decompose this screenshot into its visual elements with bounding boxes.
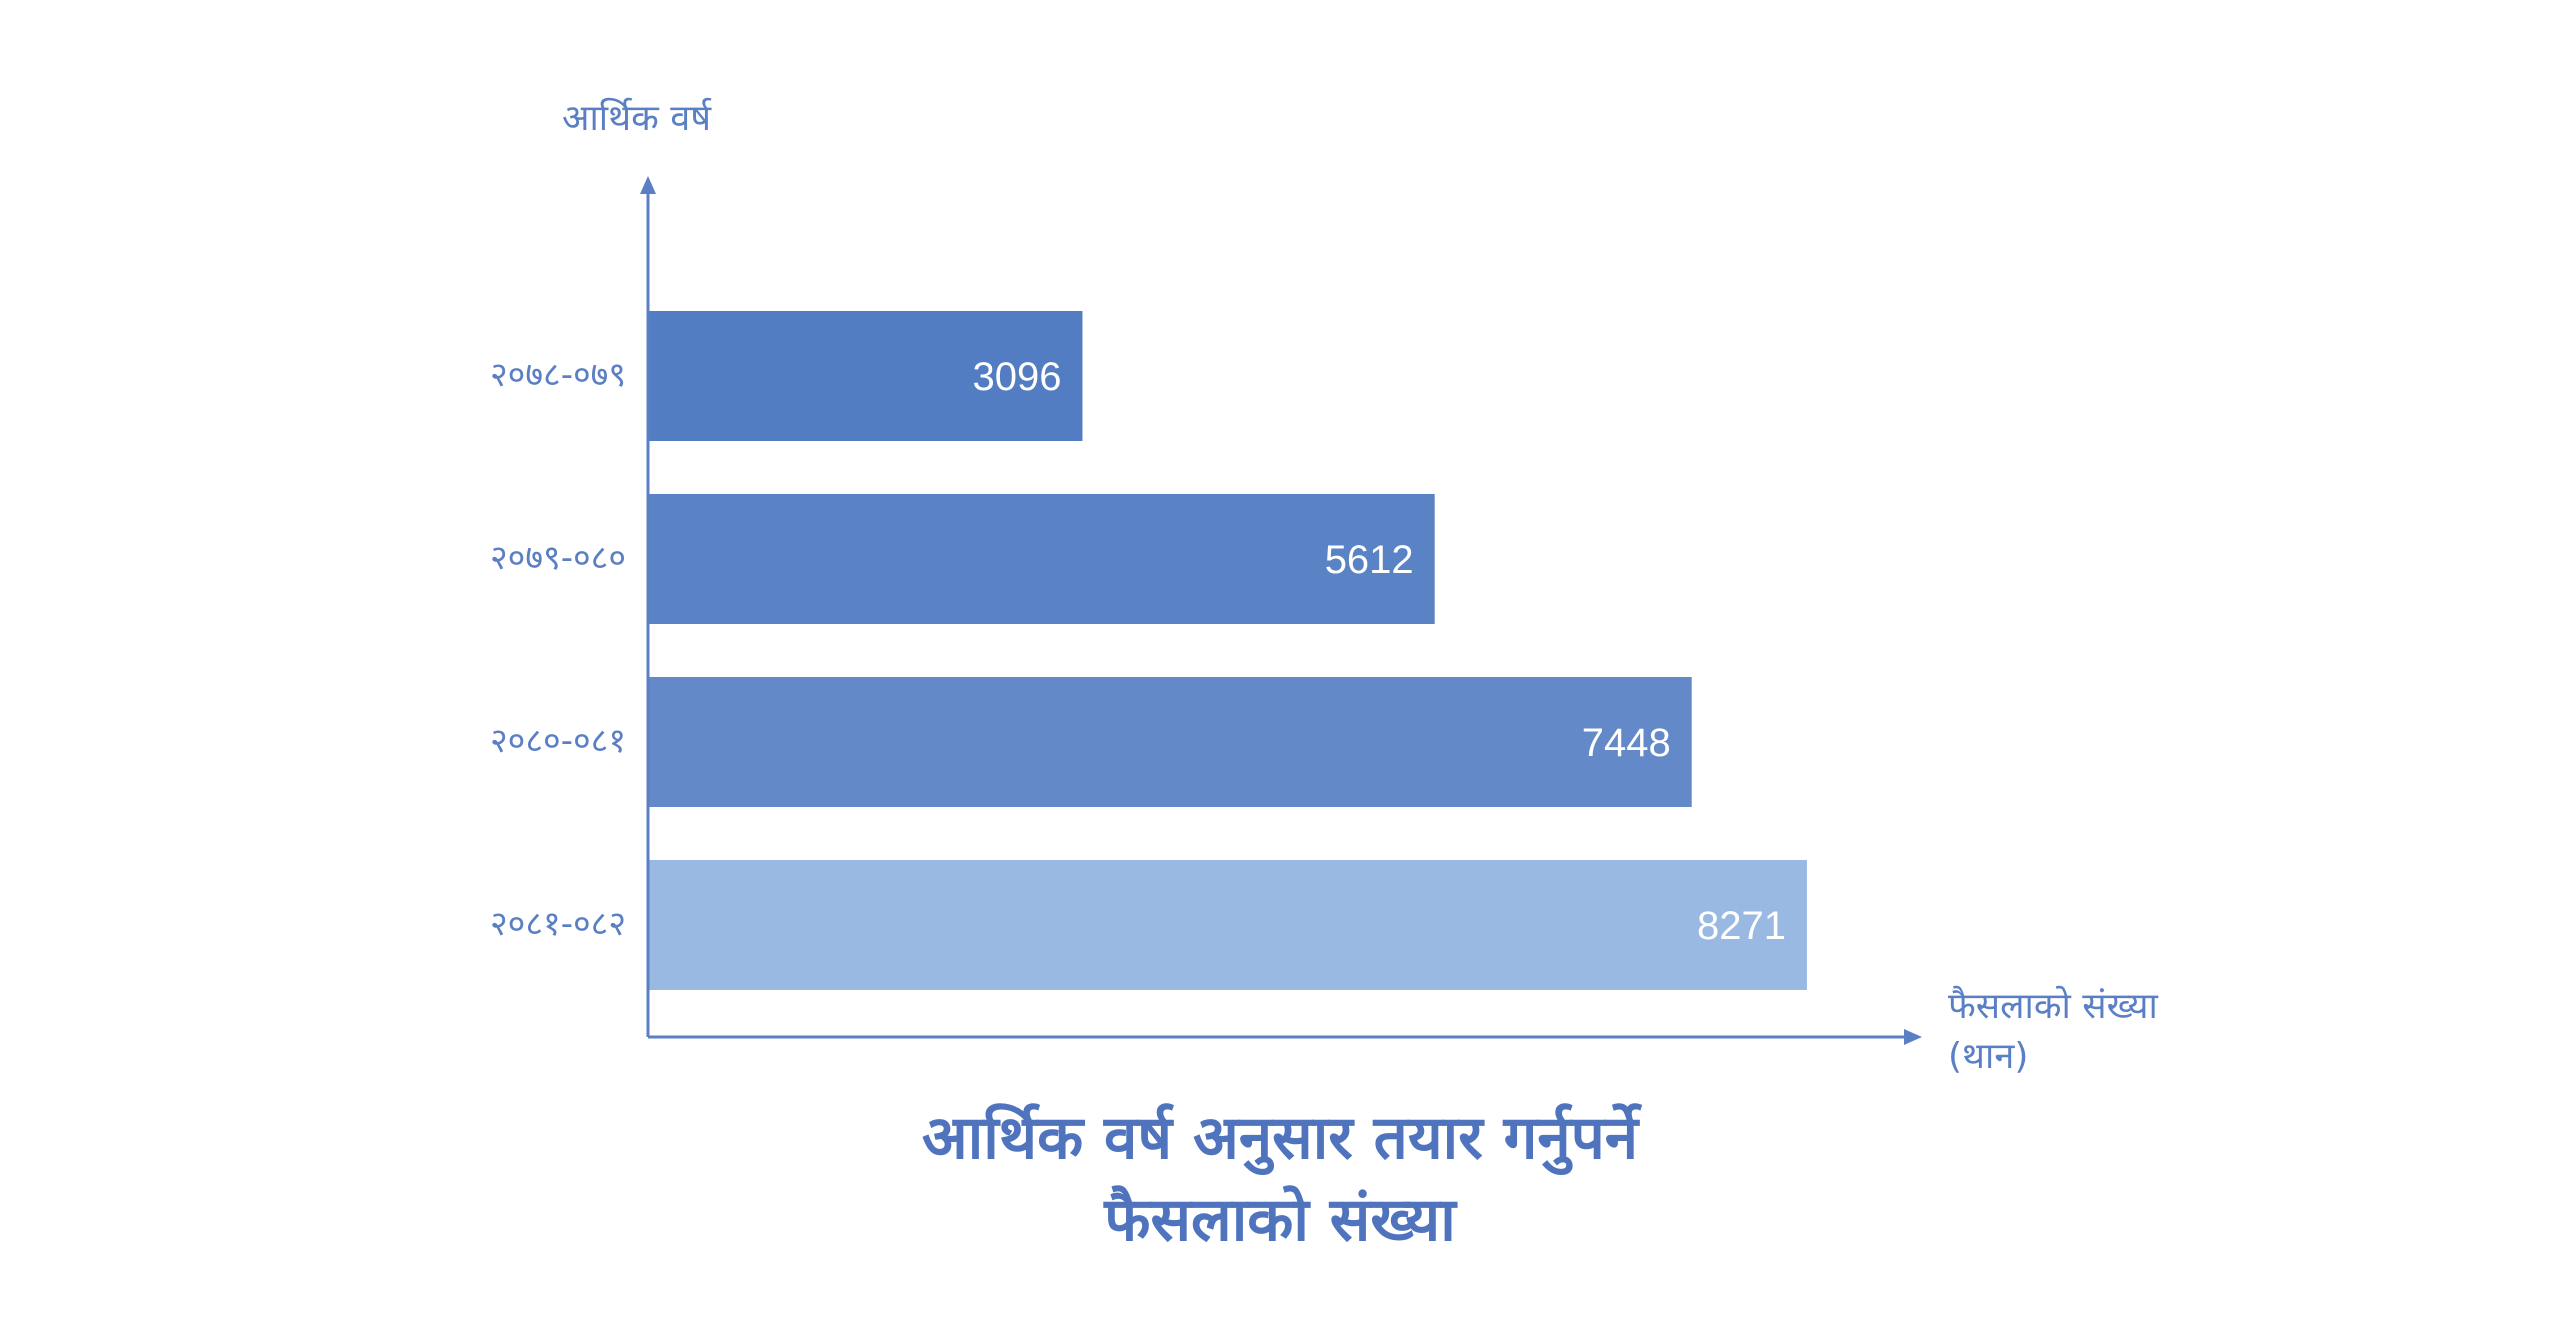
bar-1 [649, 494, 1435, 624]
x-axis-arrow-icon [1904, 1029, 1922, 1045]
y-tick-label-0: २०७८-०७९ [490, 355, 626, 395]
y-tick-label-2: २०८०-०८१ [490, 721, 626, 761]
bar-value-label-1: 5612 [1325, 538, 1414, 582]
bars-layer [649, 311, 1807, 990]
y-tick-label-1: २०७९-०८० [490, 538, 626, 578]
chart-title-line-2: फैसलाको संख्या [1103, 1185, 1458, 1255]
bar-value-label-2: 7448 [1582, 721, 1671, 765]
bar-2 [649, 677, 1692, 807]
chart-title-line-1: आर्थिक वर्ष अनुसार तयार गर्नुपर्ने [922, 1103, 1643, 1176]
bar-value-label-0: 3096 [972, 355, 1061, 399]
labels-layer: 3096 २०७८-०७९ 5612 २०७९-०८० 7448 २०८०-०८१ 8271… [490, 355, 1786, 948]
y-axis-title: आर्थिक वर्ष [562, 97, 712, 139]
y-tick-label-3: २०८१-०८२ [490, 904, 626, 944]
bar-value-label-3: 8271 [1697, 904, 1786, 948]
x-axis-title-line-1: फैसलाको संख्या [1948, 985, 2159, 1027]
bar-0 [649, 311, 1083, 441]
bar-3 [649, 860, 1807, 990]
y-axis-arrow-icon [640, 176, 656, 194]
x-axis-title-line-2: (थान) [1948, 1036, 2028, 1077]
